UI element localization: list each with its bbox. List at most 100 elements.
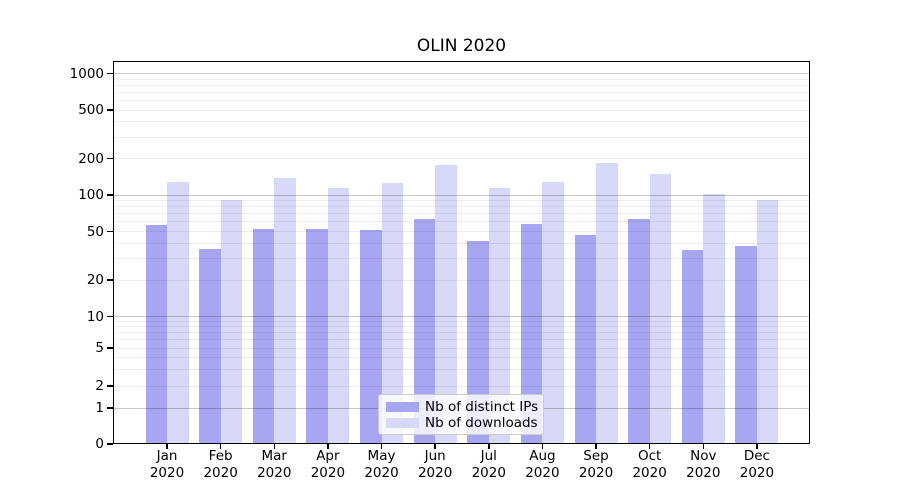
x-axis-tick-label: Sep 2020 bbox=[578, 448, 614, 481]
x-axis-tick-label: Oct 2020 bbox=[632, 448, 667, 481]
gridline-minor bbox=[113, 385, 810, 387]
bar-distinct-ips bbox=[252, 229, 275, 444]
x-axis-tick-label: Jun 2020 bbox=[417, 448, 453, 481]
bar-distinct-ips bbox=[145, 224, 167, 444]
y-axis-tick bbox=[107, 347, 113, 349]
x-axis-tick bbox=[166, 444, 168, 449]
gridline-minor bbox=[113, 213, 810, 215]
y-axis-tick-label: 50 bbox=[86, 223, 104, 240]
gridline-minor bbox=[113, 200, 810, 202]
x-axis-tick-label: Aug 2020 bbox=[525, 448, 560, 481]
bar-distinct-ips bbox=[520, 223, 543, 444]
x-axis-tick-label: Dec 2020 bbox=[739, 448, 775, 481]
gridline-minor bbox=[113, 221, 810, 223]
y-axis-tick bbox=[107, 109, 113, 111]
y-axis-tick bbox=[107, 407, 113, 409]
y-axis-tick bbox=[107, 279, 113, 281]
x-axis-tick bbox=[380, 444, 383, 449]
legend-label-distinct-ips: Nb of distinct IPs bbox=[425, 399, 539, 415]
y-axis-tick-label: 500 bbox=[78, 102, 104, 118]
y-axis-tick bbox=[107, 385, 113, 387]
x-axis-tick-label: Nov 2020 bbox=[686, 448, 721, 481]
y-axis-tick-label: 200 bbox=[78, 150, 104, 167]
bar-distinct-ips bbox=[681, 250, 704, 444]
gridline-minor bbox=[113, 242, 810, 244]
x-axis-tick bbox=[541, 444, 544, 449]
x-axis-tick bbox=[327, 444, 329, 449]
gridline-minor bbox=[113, 231, 810, 232]
y-axis-tick-label: 10 bbox=[86, 308, 104, 325]
x-axis-tick bbox=[756, 444, 758, 449]
bar-downloads bbox=[274, 178, 296, 444]
plot-area: Nb of distinct IPs Nb of downloads bbox=[113, 61, 810, 444]
gridline-minor bbox=[113, 109, 810, 111]
gridline-minor bbox=[113, 78, 810, 80]
x-axis-tick bbox=[702, 444, 705, 449]
gridline-minor bbox=[113, 258, 810, 260]
x-axis-tick-label: Mar 2020 bbox=[257, 448, 292, 481]
y-axis-tick-label: 20 bbox=[86, 272, 104, 288]
bar-downloads bbox=[435, 164, 457, 444]
bar-distinct-ips bbox=[199, 248, 221, 444]
bar-downloads bbox=[167, 182, 189, 444]
bar-distinct-ips bbox=[467, 240, 489, 444]
bar-downloads bbox=[649, 173, 672, 444]
gridline-minor bbox=[113, 320, 810, 322]
x-axis-tick-label: Jul 2020 bbox=[471, 448, 506, 481]
y-axis-tick bbox=[107, 230, 113, 233]
bar-distinct-ips bbox=[735, 246, 757, 444]
gridline-minor bbox=[113, 84, 810, 86]
bar-distinct-ips bbox=[628, 219, 650, 444]
bar-downloads bbox=[488, 188, 511, 444]
legend-swatch-downloads bbox=[386, 418, 419, 428]
gridline-major bbox=[113, 73, 810, 74]
legend-item-distinct-ips: Nb of distinct IPs bbox=[386, 399, 539, 415]
gridline-minor bbox=[113, 332, 810, 334]
y-axis-tick-label: 1 bbox=[95, 400, 104, 416]
gridline-minor bbox=[113, 121, 810, 123]
bar-distinct-ips bbox=[306, 229, 328, 444]
bar-downloads bbox=[220, 199, 243, 444]
gridline-major bbox=[113, 194, 810, 196]
gridline-minor bbox=[113, 279, 810, 281]
gridline-minor bbox=[113, 339, 810, 341]
y-axis-tick-label: 1000 bbox=[69, 65, 104, 82]
gridline-major bbox=[113, 316, 810, 317]
gridline-minor bbox=[113, 99, 810, 101]
gridline-minor bbox=[113, 356, 810, 358]
gridline-minor bbox=[113, 136, 810, 138]
bar-downloads bbox=[542, 182, 564, 444]
x-axis-tick bbox=[648, 444, 651, 449]
y-axis-tick bbox=[107, 443, 113, 445]
x-axis-tick bbox=[219, 444, 222, 449]
legend-swatch-distinct-ips bbox=[386, 402, 419, 412]
bar-downloads bbox=[381, 183, 404, 444]
gridline-minor bbox=[113, 206, 810, 208]
legend-item-downloads: Nb of downloads bbox=[386, 415, 538, 431]
y-axis-tick-label: 0 bbox=[95, 436, 104, 452]
x-axis-tick bbox=[488, 444, 490, 449]
bar-distinct-ips bbox=[360, 230, 382, 444]
bar-downloads bbox=[596, 163, 618, 444]
bar-downloads bbox=[703, 193, 725, 444]
bar-distinct-ips bbox=[413, 218, 436, 444]
gridline-minor bbox=[113, 368, 810, 370]
x-axis-tick-label: Apr 2020 bbox=[310, 448, 346, 481]
bar-distinct-ips bbox=[574, 234, 597, 444]
x-axis-tick bbox=[434, 444, 436, 449]
y-axis-tick bbox=[107, 157, 113, 160]
gridline-minor bbox=[113, 158, 810, 159]
x-axis-tick bbox=[273, 444, 275, 449]
bar-downloads bbox=[327, 188, 350, 444]
y-axis-tick-label: 100 bbox=[78, 187, 104, 203]
x-axis-tick-label: May 2020 bbox=[364, 448, 399, 481]
x-axis-tick bbox=[595, 444, 597, 449]
x-axis-tick-label: Feb 2020 bbox=[203, 448, 238, 481]
y-axis-tick-label: 5 bbox=[95, 340, 104, 356]
gridline-minor bbox=[113, 326, 810, 328]
legend: Nb of distinct IPs Nb of downloads bbox=[378, 394, 544, 435]
y-axis-tick-label: 2 bbox=[95, 378, 104, 394]
y-axis-tick bbox=[107, 194, 113, 196]
x-axis-tick-label: Jan 2020 bbox=[149, 448, 185, 481]
